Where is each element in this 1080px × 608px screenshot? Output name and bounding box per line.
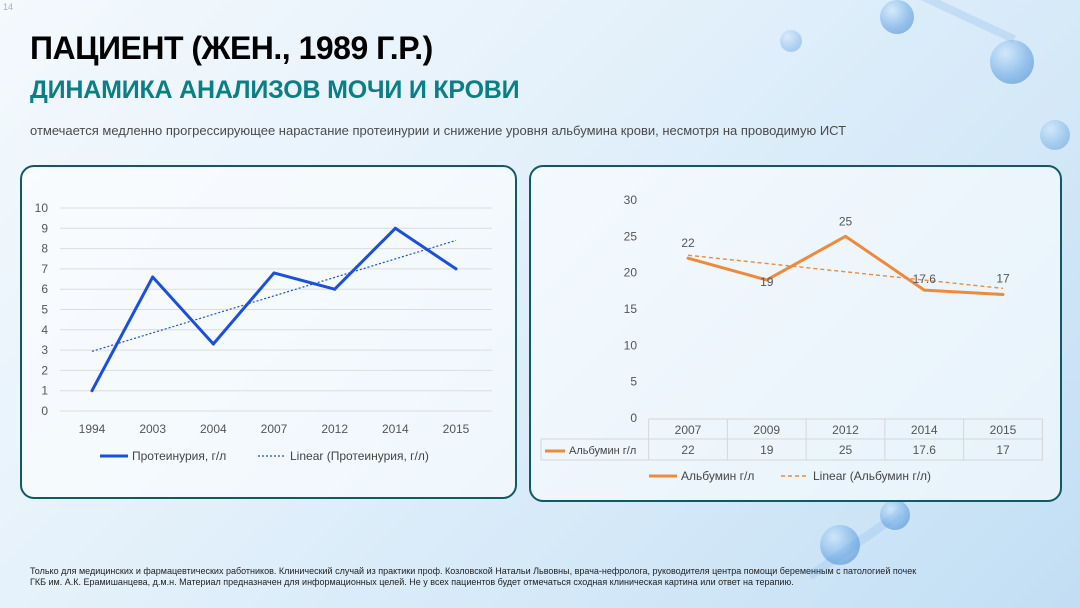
y-tick-label: 10 [35,201,49,215]
page-title: ПАЦИЕНТ (ЖЕН., 1989 Г.Р.) [30,30,433,66]
albumin-chart: 0 5 10 15 20 25 30 2007 2009 2012 2014 2015 Альбумин… [540,193,1043,483]
proteinuria-chart-card: 0 1 2 3 4 5 6 7 8 9 10 1994 2003 2004 2007 2012 2014 2015… [20,165,517,499]
molecule-decoration [780,30,802,52]
y-tick-label: 25 [624,229,638,243]
legend-label-trendline: Linear (Альбумин г/л) [813,469,931,483]
data-point [272,271,276,275]
data-table-cell: 17.6 [913,443,937,457]
y-tick-label: 15 [624,302,638,316]
data-point [922,288,926,292]
y-tick-label: 5 [41,303,48,317]
data-label: 17.6 [913,272,937,286]
y-tick-label: 0 [41,404,48,418]
y-tick-label: 7 [41,262,48,276]
molecule-decoration [1040,120,1070,150]
page-number: 14 [3,2,14,12]
description: отмечается медленно прогрессирующее нара… [30,123,847,138]
data-table-cell: 25 [839,443,853,457]
data-table-row-label: Альбумин г/л [569,445,636,457]
data-point [454,267,458,271]
x-tick-label: 2003 [139,422,166,436]
x-tick-label: 2012 [832,423,859,437]
y-tick-label: 4 [41,323,48,337]
data-point [686,256,690,260]
y-tick-label: 10 [624,338,638,352]
y-tick-label: 1 [41,384,48,398]
legend-label-trendline: Linear (Протеинурия, г/л) [290,449,429,463]
data-label: 17 [996,271,1010,285]
molecule-decoration [880,500,910,530]
x-tick-label: 2014 [911,423,938,437]
data-point [844,234,847,238]
footer-line-2: ГКБ им. А.К. Ерамишанцева, д.м.н. Матери… [30,577,794,587]
footer-line-1: Только для медицинских и фармацевтически… [30,566,917,576]
data-label: 25 [839,214,853,228]
trendline [91,239,457,352]
data-label: 19 [760,275,774,289]
x-tick-label: 2014 [382,422,409,436]
data-label: 22 [681,236,695,250]
y-tick-label: 30 [624,193,638,207]
data-point [90,389,94,393]
y-tick-label: 2 [41,363,48,377]
data-table-cell: 19 [760,443,774,457]
molecule-decoration [990,40,1034,84]
y-tick-label: 8 [41,242,48,256]
y-tick-label: 9 [41,221,48,235]
x-tick-label: 2015 [990,423,1017,437]
data-table-cell: 17 [996,443,1010,457]
x-tick-label: 2015 [443,422,470,436]
data-point [211,342,215,346]
data-point [333,287,337,291]
data-point [393,226,397,230]
molecule-decoration [880,0,914,34]
y-tick-label: 6 [41,282,48,296]
y-tick-label: 20 [624,266,638,280]
albumin-chart-card: 0 5 10 15 20 25 30 2007 2009 2012 2014 2015 Альбумин… [529,165,1062,502]
y-tick-label: 0 [630,411,637,425]
x-tick-label: 1994 [79,422,106,436]
y-tick-label: 5 [630,375,637,389]
data-point [1001,292,1005,296]
x-tick-label: 2012 [321,422,348,436]
data-table-cell: 22 [681,443,695,457]
x-tick-label: 2007 [675,423,702,437]
series-line-albumin [687,234,1004,296]
data-point [765,278,769,282]
footer-disclaimer: Только для медицинских и фармацевтически… [30,566,1040,588]
data-point [151,275,155,279]
y-tick-label: 3 [41,343,48,357]
legend-label-albumin: Альбумин г/л [681,469,754,483]
x-tick-label: 2009 [753,423,780,437]
molecule-decoration [903,0,1017,43]
trendline [687,254,1004,290]
molecule-decoration [820,525,860,565]
proteinuria-chart: 0 1 2 3 4 5 6 7 8 9 10 1994 2003 2004 2007 2012 2014 2015… [35,201,492,463]
legend-label-proteinuria: Протеинурия, г/л [132,449,226,463]
x-tick-label: 2004 [200,422,227,436]
page-subtitle: ДИНАМИКА АНАЛИЗОВ МОЧИ И КРОВИ [30,76,520,104]
x-tick-label: 2007 [261,422,288,436]
